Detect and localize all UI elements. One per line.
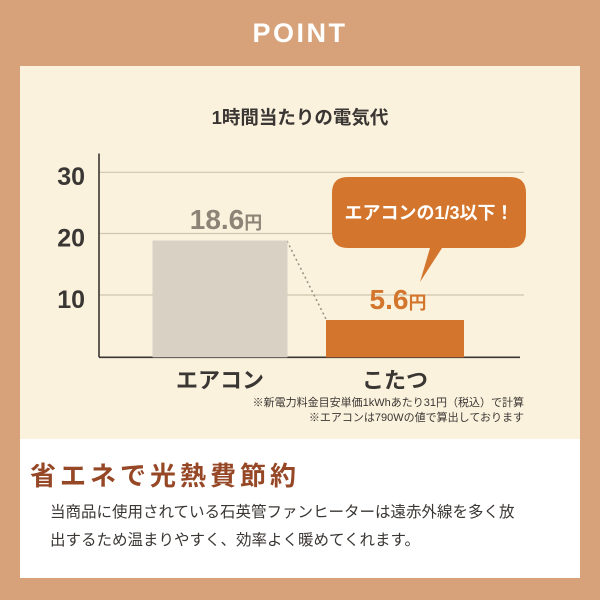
svg-text:※新電力料金目安単価1kWhあたり31円（税込）で計算: ※新電力料金目安単価1kWhあたり31円（税込）で計算 <box>253 395 524 409</box>
svg-text:5.6円: 5.6円 <box>370 284 427 315</box>
svg-text:20: 20 <box>57 225 85 253</box>
svg-text:10: 10 <box>57 286 85 314</box>
svg-text:30: 30 <box>57 163 85 191</box>
svg-text:こたつ: こたつ <box>362 368 428 393</box>
svg-text:エアコン: エアコン <box>176 368 264 393</box>
svg-text:※エアコンは790Wの値で算出しております: ※エアコンは790Wの値で算出しております <box>309 410 524 424</box>
svg-text:エアコンの1/3以下！: エアコンの1/3以下！ <box>344 203 513 223</box>
svg-text:18.6円: 18.6円 <box>190 204 263 235</box>
